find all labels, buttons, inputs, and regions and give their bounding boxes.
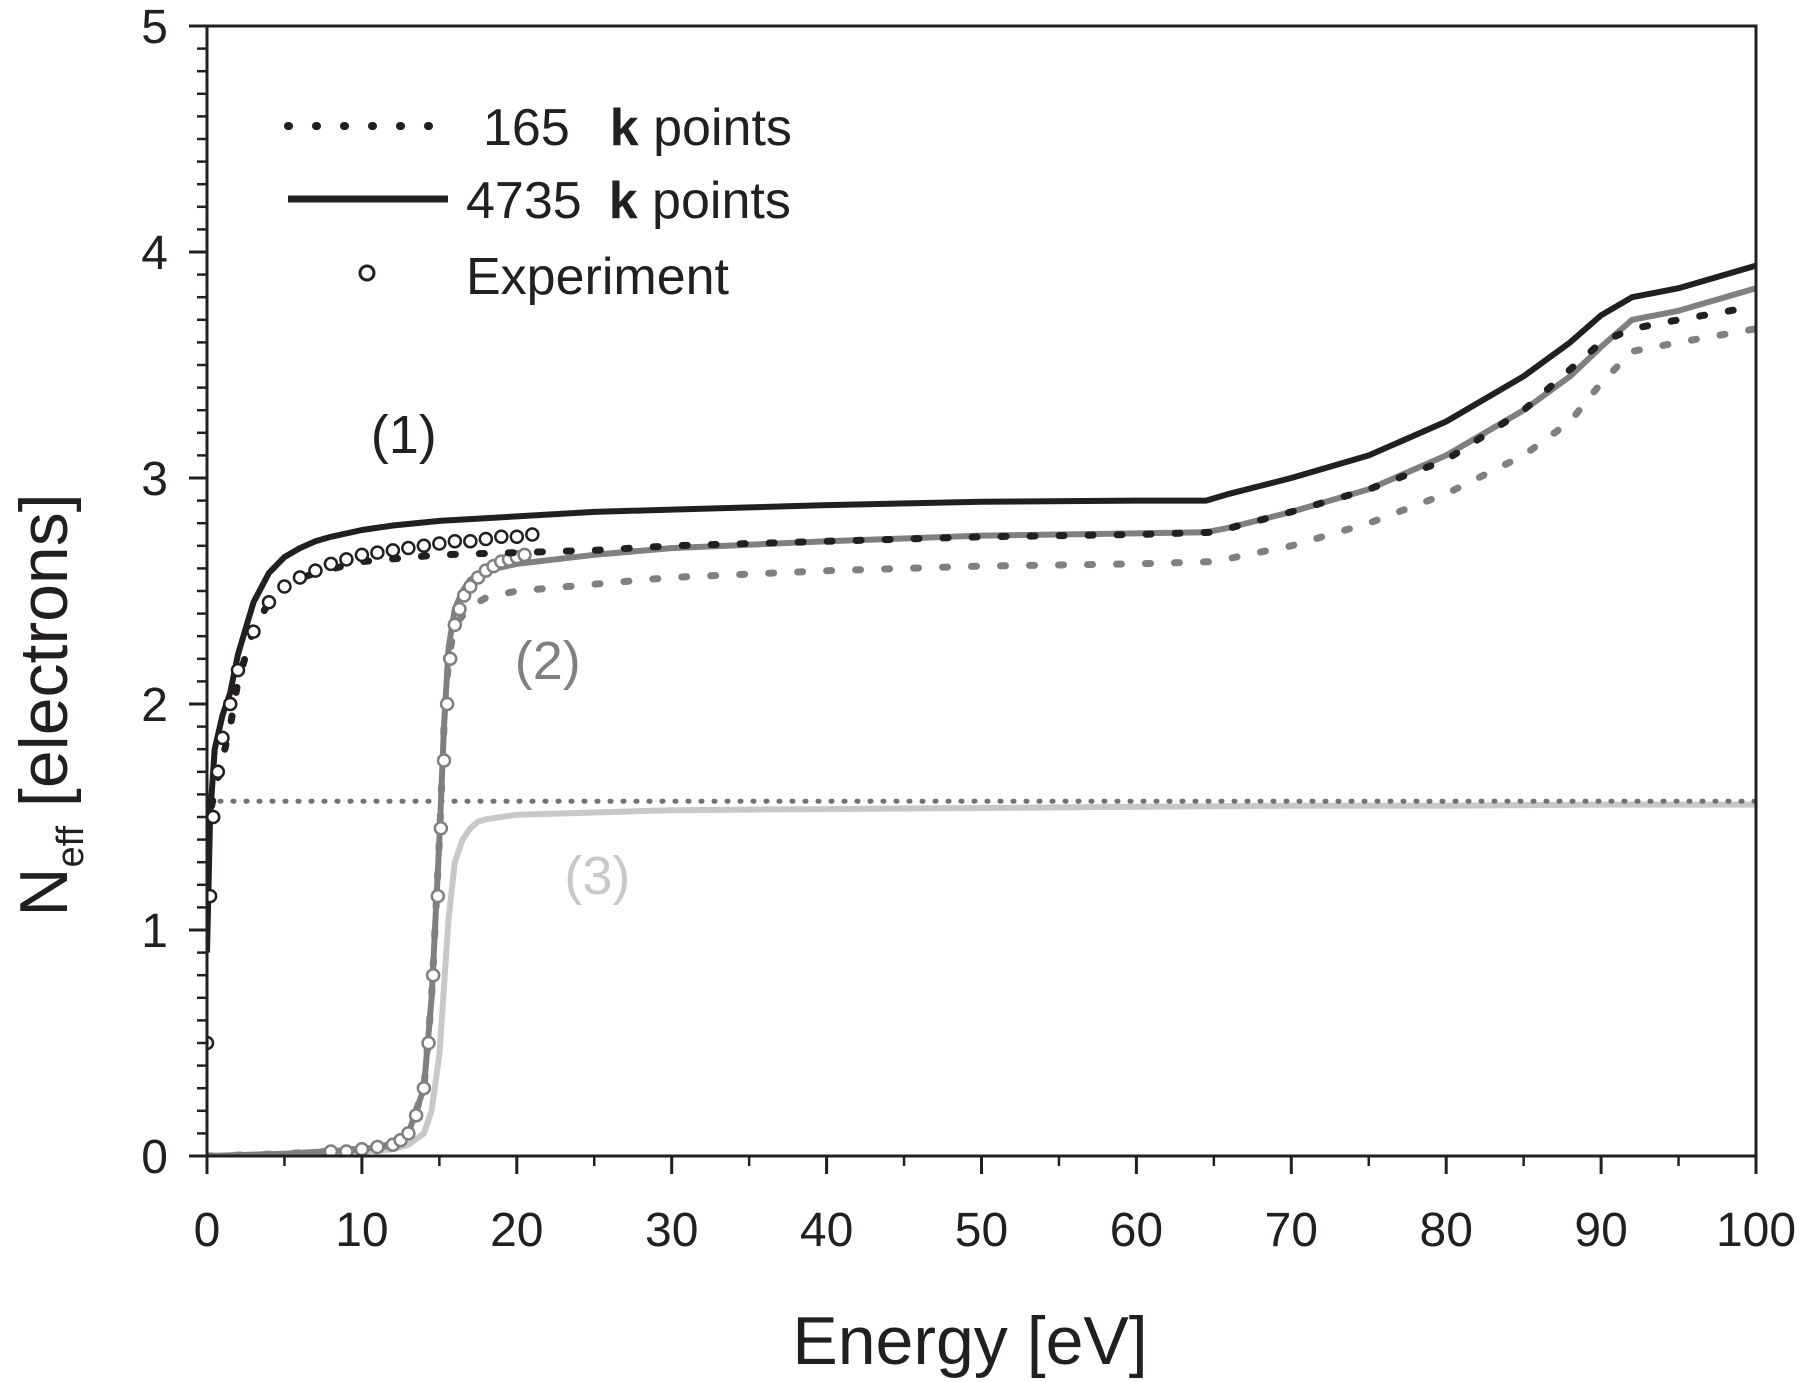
series-1-markers-marker [210,764,226,780]
series-1-markers-marker [339,552,354,567]
series-2-markers-marker [416,1080,432,1096]
y-tick-label: 4 [141,227,168,280]
series-2-markers-marker [430,888,446,904]
series-1-solid-line [207,262,1756,953]
y-tick-label: 3 [141,453,168,506]
x-axis-title: Energy [eV] [792,1303,1147,1379]
series-1-markers-marker [416,538,432,554]
series-1-markers-marker [401,540,416,556]
series-3-solid-line [207,801,1756,1156]
series-2-markers-marker [442,651,458,667]
y-tick-label: 0 [141,1131,168,1184]
x-tick-label: 50 [955,1204,1008,1257]
series-2-dotted-line [207,325,1756,1156]
series-2-markers-marker [439,696,455,712]
series-1-markers-marker [323,556,339,572]
curve-annotation: (2) [515,631,581,691]
y-axis-title-main: N [6,868,82,917]
series-1-markers-marker [525,527,540,542]
legend: 165 k points 4735 k points Experiment [284,99,792,306]
x-tick-label: 30 [645,1204,698,1257]
series-2-markers-marker [447,617,463,633]
x-tick-label: 100 [1716,1204,1796,1257]
series-1-markers-marker [207,809,221,825]
y-axis-title-rest: [electrons] [6,493,82,826]
series-2-markers-marker [463,579,478,594]
series-1-markers-marker [222,696,238,712]
series-1-markers-marker [432,536,447,551]
series-1-markers-marker [292,570,308,585]
legend-rest: points [638,172,791,230]
y-tick-label: 2 [141,679,168,732]
series-2-markers-marker [436,753,452,768]
series-2-markers-marker [452,601,467,617]
series-1-markers-marker [261,595,277,610]
series-1-markers-marker [494,529,509,545]
x-tick-label: 0 [194,1204,221,1257]
x-tick-label: 10 [335,1204,388,1257]
series-1-markers-marker [385,543,401,558]
curve-annotation: (3) [564,846,630,906]
series-1-markers-marker [478,531,494,547]
x-tick-label: 70 [1265,1204,1318,1257]
curve-labels: (1) (2) (3) [371,405,631,906]
legend-bold: k [609,172,638,230]
series-2-markers-marker [425,967,441,983]
series-1-markers-marker [207,888,218,904]
series-1-markers-marker [447,534,463,549]
x-tick-label: 40 [800,1204,853,1257]
series-1-markers-marker [246,624,261,639]
series-2-markers-marker [323,1144,339,1156]
x-tick-label: 20 [490,1204,543,1257]
legend-entry-4735: 4735 k points [466,172,791,230]
axes: 0 10 20 30 40 50 60 70 80 90 100 0 1 2 3 4 5 [141,1,1796,1257]
series-2-markers-marker [354,1141,370,1156]
series-2-markers-marker [339,1144,354,1156]
series-2-markers-marker [370,1139,385,1155]
series-1-markers-marker [354,547,370,563]
legend-bold: k [610,99,639,157]
series-group [207,262,1756,1156]
x-tick-label: 90 [1574,1204,1627,1257]
series-2-markers-marker [421,1035,436,1051]
y-axis-title-sub: eff [50,826,92,868]
plot-area [207,262,1756,1156]
series-1-markers-marker [308,563,323,578]
series-1-markers-marker [509,529,525,545]
series-1-markers-marker [230,662,246,678]
x-tick-label: 80 [1420,1204,1473,1257]
legend-count: 165 [483,99,570,157]
legend-marker-sample [358,264,376,282]
series-1-markers-marker [215,730,230,746]
legend-rest: points [639,99,792,157]
x-tick-label: 60 [1110,1204,1163,1257]
legend-entry-165: 165 k points [483,99,792,157]
curve-annotation: (1) [371,405,437,465]
legend-count: 4735 [466,172,582,230]
series-1-markers-marker [277,579,292,594]
series-1-markers-marker [370,545,385,560]
y-axis-title: Neff [electrons] [6,493,92,916]
series-1-markers-marker [463,534,478,549]
y-tick-label: 1 [141,905,168,958]
y-tick-label: 5 [141,1,168,54]
series-2-markers-marker [433,821,449,836]
legend-entry-experiment: Experiment [466,248,730,306]
series-2-markers-marker [401,1126,416,1141]
series-2-markers-marker [517,547,532,563]
series-2-markers-marker [408,1108,424,1123]
